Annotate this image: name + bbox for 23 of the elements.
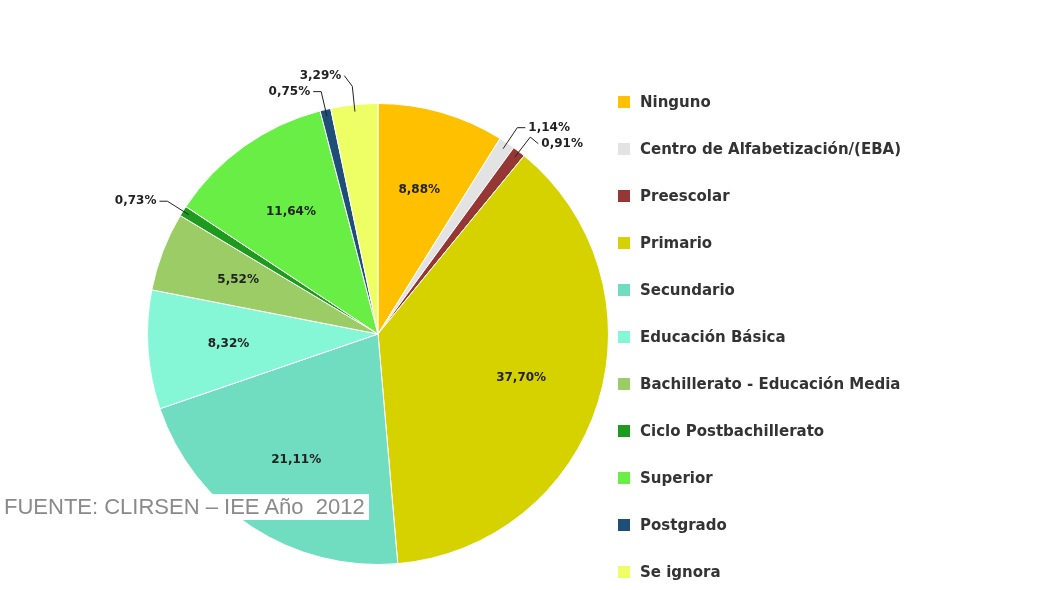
data-label: 3,29% bbox=[299, 67, 342, 82]
legend-label: Bachillerato - Educación Media bbox=[640, 374, 901, 393]
data-label: 8,88% bbox=[398, 182, 441, 197]
legend-label: Postgrado bbox=[640, 515, 727, 534]
data-label: 1,14% bbox=[528, 119, 570, 134]
legend-label: Educación Básica bbox=[640, 327, 786, 346]
legend-label: Se ignora bbox=[640, 562, 721, 581]
legend-label: Secundario bbox=[640, 280, 735, 299]
data-label: 0,91% bbox=[541, 135, 583, 150]
data-label: 0,73% bbox=[114, 193, 157, 208]
legend-label: Ninguno bbox=[640, 92, 711, 111]
data-label: 0,75% bbox=[268, 83, 311, 98]
legend-label: Ciclo Postbachillerato bbox=[640, 421, 825, 440]
data-label: 21,11% bbox=[271, 451, 322, 466]
legend-label: Centro de Alfabetización/(EBA) bbox=[640, 139, 902, 158]
legend-label: Superior bbox=[640, 468, 713, 487]
data-label: 11,64% bbox=[266, 204, 316, 219]
data-label: 37,70% bbox=[496, 370, 547, 385]
legend-label: Preescolar bbox=[640, 186, 730, 205]
data-label: 8,32% bbox=[207, 336, 250, 351]
source-note: FUENTE: CLIRSEN – IEE Año 2012 bbox=[0, 494, 369, 520]
legend-label: Primario bbox=[640, 233, 713, 252]
data-label: 5,52% bbox=[217, 272, 259, 287]
